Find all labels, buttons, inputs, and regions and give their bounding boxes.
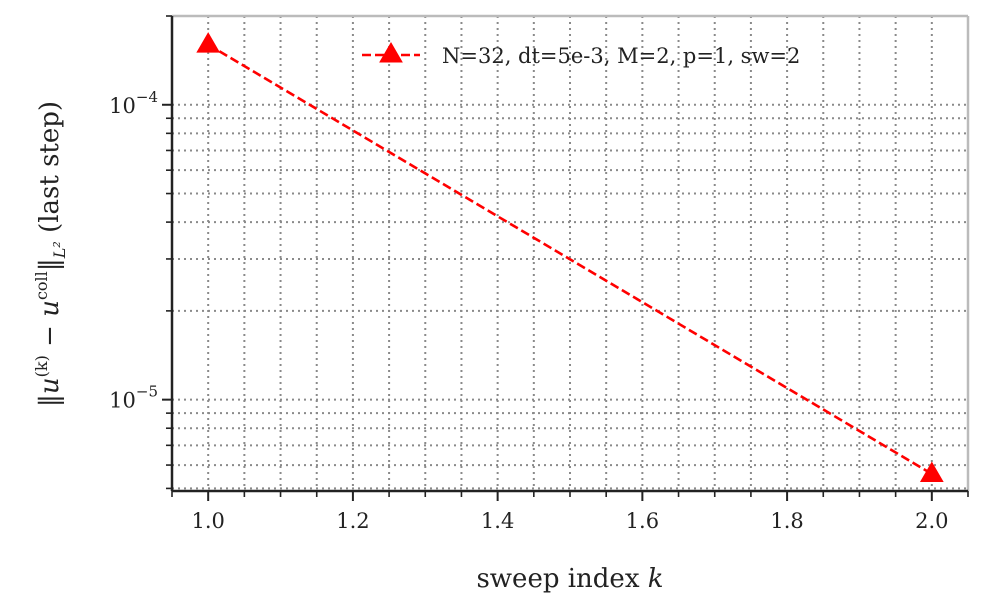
x-tick-label: 1.6 bbox=[626, 509, 659, 533]
x-tick-label: 2.0 bbox=[915, 509, 948, 533]
x-axis-title: sweep index k bbox=[476, 564, 663, 594]
y-tick-label: 10−4 bbox=[109, 88, 158, 118]
data-point bbox=[196, 32, 221, 53]
legend-marker bbox=[379, 42, 403, 63]
x-axis-label: sweep index k bbox=[476, 564, 663, 594]
x-tick-label: 1.2 bbox=[336, 509, 369, 533]
x-tick-label: 1.0 bbox=[191, 509, 224, 533]
series-line bbox=[207, 43, 933, 476]
legend: N=32, dt=5e-3, M=2, p=1, sw=2 bbox=[362, 42, 800, 68]
grid bbox=[171, 15, 969, 491]
x-tick-label: 1.4 bbox=[481, 509, 514, 533]
legend-label: N=32, dt=5e-3, M=2, p=1, sw=2 bbox=[442, 44, 800, 68]
axes: 1.0 1.2 1.4 1.6 1.8 2.0 10−5 10−4 bbox=[109, 14, 970, 533]
y-axis-title: ‖u(k) − ucoll‖L² (last step) bbox=[32, 101, 69, 407]
y-axis-label: ‖u(k) − ucoll‖L² (last step) bbox=[32, 101, 69, 407]
data-point bbox=[919, 461, 944, 482]
x-tick-label: 1.8 bbox=[770, 509, 803, 533]
y-tick-label: 10−5 bbox=[109, 383, 158, 413]
series-layer bbox=[196, 32, 944, 482]
